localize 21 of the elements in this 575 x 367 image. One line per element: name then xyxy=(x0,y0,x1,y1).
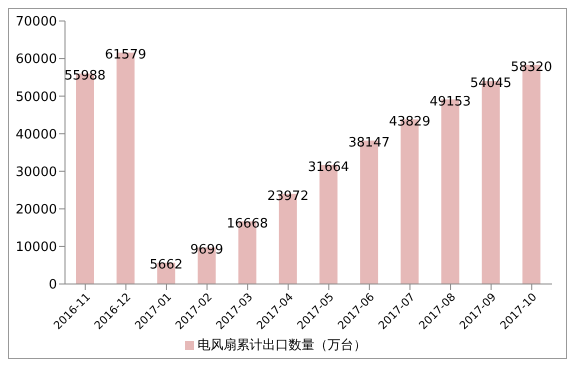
legend-label: 电风扇累计出口数量（万台） xyxy=(198,338,366,353)
y-tick-label: 70000 xyxy=(16,14,57,30)
data-label: 58320 xyxy=(510,60,552,75)
data-label: 61579 xyxy=(104,48,146,63)
data-label: 16668 xyxy=(226,216,268,232)
data-label: 9699 xyxy=(190,242,224,258)
data-label: 5662 xyxy=(150,258,183,273)
y-tick-label: 0 xyxy=(48,278,57,293)
y-tick-label: 40000 xyxy=(16,127,57,142)
y-tick-label: 20000 xyxy=(16,202,57,218)
y-tick-label: 50000 xyxy=(16,90,57,105)
data-label: 31664 xyxy=(308,160,350,176)
y-tick-label: 10000 xyxy=(16,240,57,256)
y-tick-label: 30000 xyxy=(16,164,57,180)
data-label: 55988 xyxy=(64,68,106,84)
data-label: 43829 xyxy=(388,114,430,130)
y-tick-label: 60000 xyxy=(16,52,57,68)
data-label: 49153 xyxy=(430,94,471,110)
data-label: 54045 xyxy=(470,76,512,91)
data-label: 23972 xyxy=(267,188,309,204)
data-label: 38147 xyxy=(348,136,390,151)
